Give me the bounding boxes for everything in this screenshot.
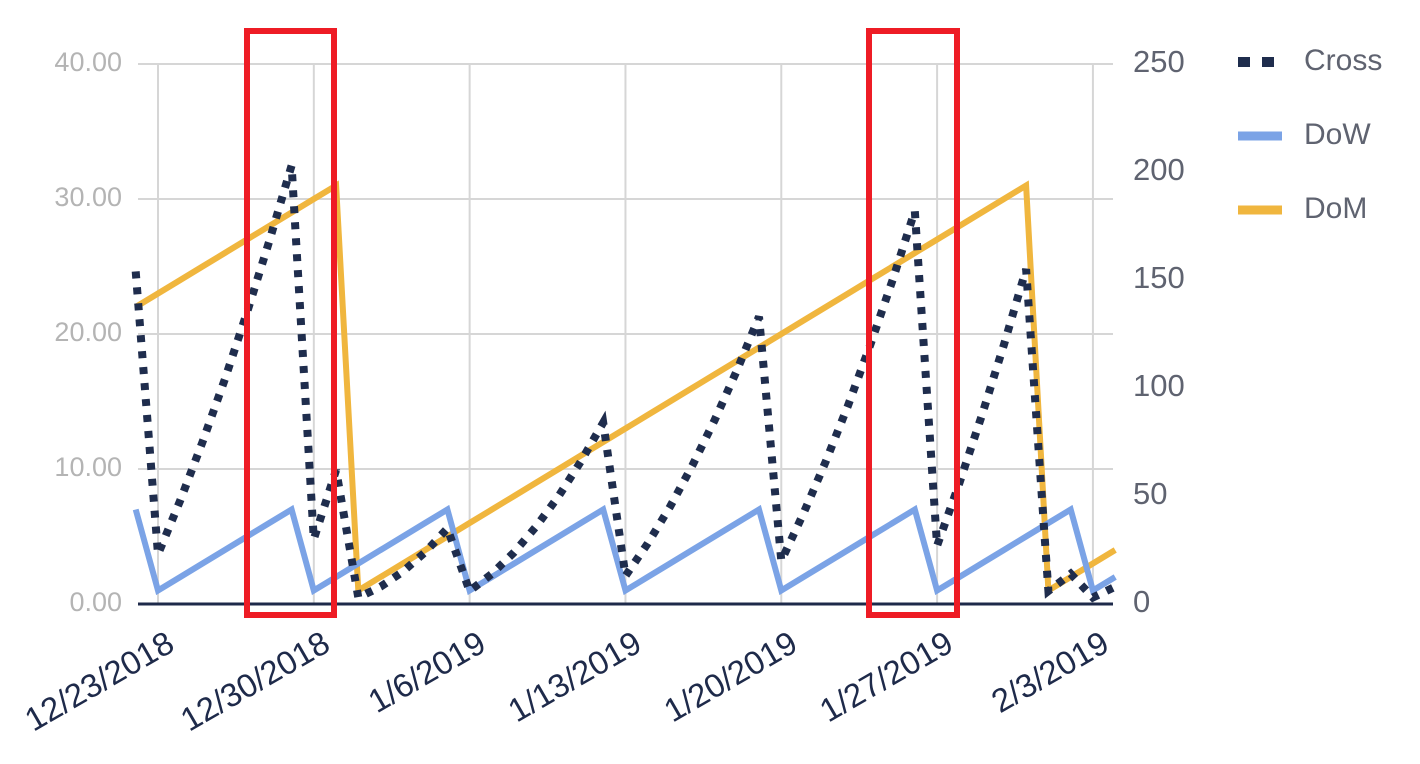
legend-label: DoM [1304, 192, 1367, 225]
x-tick-label: 12/23/2018 [18, 624, 180, 739]
y-tick-label: 40.00 [54, 47, 122, 77]
y-tick-label: 0.00 [69, 587, 122, 617]
x-tick-label: 12/30/2018 [174, 624, 336, 739]
y2-tick-label: 250 [1133, 44, 1185, 79]
x-tick-label: 1/6/2019 [362, 624, 492, 720]
y-tick-label: 20.00 [54, 317, 122, 347]
legend: Cross DoW DoM [1238, 44, 1382, 225]
y-tick-label: 10.00 [54, 452, 122, 482]
series-line [132, 504, 1117, 596]
y2-tick-label: 50 [1133, 476, 1167, 511]
y2-tick-label: 200 [1133, 152, 1185, 187]
series-line [131, 164, 1117, 604]
legend-label: Cross [1304, 44, 1382, 77]
x-tick-label: 2/3/2019 [985, 624, 1115, 720]
highlight-box [866, 28, 960, 618]
y-tick-label: 30.00 [54, 182, 122, 212]
highlight-boxes [244, 28, 960, 618]
series-line [134, 180, 1117, 596]
x-tick-label: 1/20/2019 [657, 624, 803, 729]
y2-tick-label: 150 [1133, 260, 1185, 295]
y2-tick-label: 0 [1133, 584, 1150, 619]
x-tick-label: 1/13/2019 [502, 624, 648, 729]
y2-tick-label: 100 [1133, 368, 1185, 403]
plot: 0.00 10.00 20.00 30.00 40.00 0 50 100 150 200 250 1… [18, 44, 1382, 738]
x-tick-label: 1/27/2019 [813, 624, 959, 729]
legend-label: DoW [1304, 118, 1371, 151]
highlight-box [244, 28, 337, 618]
